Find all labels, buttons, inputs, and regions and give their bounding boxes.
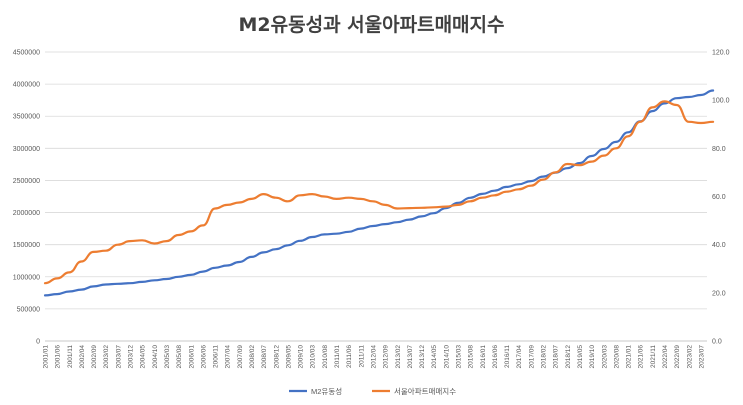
left-y-axis: 0 500000 1000000 1500000 2000000 2500000 30000… (13, 50, 40, 346)
x-tick-label: 2016/06 (492, 345, 499, 369)
x-tick-label: 2006/11 (213, 345, 220, 368)
x-tick-label: 2012/04 (370, 345, 377, 369)
x-tick-label: 2010/03 (310, 345, 317, 369)
right-y-tick-label: 100.0 (712, 98, 730, 105)
legend-label: M2유동성 (311, 387, 342, 396)
x-tick-label: 2005/08 (176, 345, 183, 369)
right-y-tick-label: 120.0 (712, 50, 730, 57)
right-y-axis: 0.0 20.0 40.0 60.0 80.0 100.0 120.0 (712, 50, 730, 346)
x-tick-label: 2013/07 (407, 345, 414, 369)
x-tick-label: 2008/07 (261, 345, 268, 369)
right-y-tick-label: 60.0 (712, 194, 726, 201)
x-tick-label: 2001/01 (43, 345, 50, 369)
left-y-tick-label: 0 (36, 339, 40, 346)
right-y-tick-label: 20.0 (712, 290, 726, 297)
left-y-tick-label: 3500000 (13, 114, 40, 121)
x-tick-label: 2021/11 (650, 345, 657, 368)
x-tick-label: 2003/12 (128, 345, 135, 369)
x-tick-label: 2013/12 (419, 345, 426, 369)
left-y-tick-label: 1000000 (13, 274, 40, 281)
x-tick-label: 2019/10 (589, 345, 596, 369)
x-tick-label: 2016/11 (504, 345, 511, 368)
x-tick-label: 2020/08 (613, 345, 620, 369)
series-lines (43, 89, 715, 297)
x-axis: 2001/01 2001/06 2001/11 2002/04 2002/09 2003/… (43, 340, 707, 369)
x-tick-label: 2021/01 (626, 345, 633, 369)
x-tick-label: 2018/12 (565, 345, 572, 369)
x-tick-label: 2013/02 (395, 345, 402, 369)
left-y-tick-label: 4000000 (13, 82, 40, 89)
x-tick-label: 2011/06 (346, 345, 353, 368)
x-tick-label: 2008/12 (273, 345, 280, 369)
x-tick-label: 2019/05 (577, 345, 584, 369)
x-tick-label: 2015/08 (468, 345, 475, 369)
series-line-m2 (43, 89, 715, 297)
x-tick-label: 2012/09 (383, 345, 390, 369)
chart-title: M2유동성과 서울아파트매매지수 (239, 14, 505, 36)
x-tick-label: 2007/04 (225, 345, 232, 369)
x-tick-label: 2002/04 (79, 345, 86, 369)
x-tick-label: 2023/02 (686, 345, 693, 369)
x-tick-label: 2003/02 (103, 345, 110, 369)
x-tick-label: 2023/07 (698, 345, 705, 369)
x-tick-label: 2014/05 (431, 345, 438, 369)
x-tick-label: 2003/07 (115, 345, 122, 369)
x-tick-label: 2022/09 (674, 345, 681, 369)
right-y-tick-label: 0.0 (712, 339, 722, 346)
left-y-tick-label: 1500000 (13, 242, 40, 249)
x-tick-label: 2017/09 (528, 345, 535, 369)
series-line-seoul-apt-index (43, 100, 715, 285)
x-tick-label: 2009/05 (285, 345, 292, 369)
x-tick-label: 2018/02 (541, 345, 548, 369)
left-y-tick-label: 2500000 (13, 178, 40, 185)
left-y-tick-label: 4500000 (13, 50, 40, 57)
x-tick-label: 2015/03 (455, 345, 462, 369)
x-tick-label: 2009/10 (298, 345, 305, 369)
left-y-tick-label: 2000000 (13, 210, 40, 217)
x-tick-label: 2011/11 (358, 345, 365, 368)
x-tick-label: 2006/01 (188, 345, 195, 369)
gridlines (45, 51, 707, 342)
left-y-tick-label: 500000 (17, 306, 40, 313)
right-y-tick-label: 80.0 (712, 146, 726, 153)
x-tick-label: 2001/06 (55, 345, 62, 369)
legend-label: 서울아파트매매지수 (394, 386, 456, 396)
legend: M2유동성 서울아파트매매지수 (289, 386, 456, 396)
x-tick-label: 2006/06 (200, 345, 207, 369)
x-tick-label: 2002/09 (91, 345, 98, 369)
x-tick-label: 2008/02 (249, 345, 256, 369)
x-tick-label: 2011/01 (334, 345, 341, 368)
x-tick-label: 2020/03 (601, 345, 608, 369)
x-tick-label: 2016/01 (480, 345, 487, 369)
x-tick-label: 2014/10 (443, 345, 450, 369)
x-tick-label: 2010/08 (322, 345, 329, 369)
x-tick-label: 2017/04 (516, 345, 523, 369)
right-y-tick-label: 40.0 (712, 242, 726, 249)
left-y-tick-label: 3000000 (13, 146, 40, 153)
x-tick-label: 2022/04 (662, 345, 669, 369)
x-tick-label: 2001/11 (67, 345, 74, 368)
x-tick-label: 2018/07 (553, 345, 560, 369)
x-tick-label: 2004/05 (140, 345, 147, 369)
x-tick-label: 2021/06 (638, 345, 645, 369)
x-tick-label: 2007/09 (237, 345, 244, 369)
x-tick-label: 2004/10 (152, 345, 159, 369)
x-tick-label: 2005/03 (164, 345, 171, 369)
